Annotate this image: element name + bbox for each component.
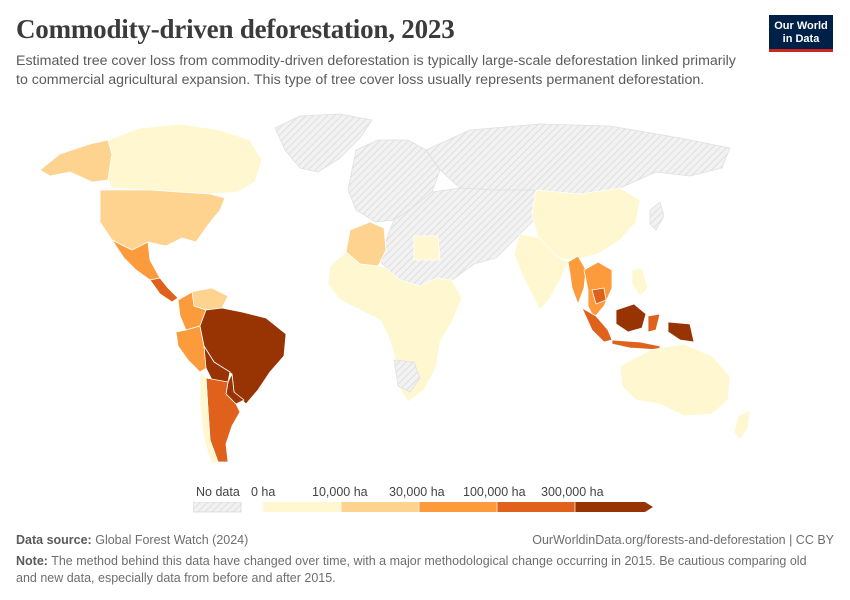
region-myanmar[interactable] — [567, 255, 587, 305]
footnote: Note: The method behind this data have c… — [16, 553, 816, 587]
legend-label-0: 0 ha — [251, 485, 276, 499]
color-legend: No data 0 ha 10,000 ha 30,000 ha 100,000… — [0, 480, 850, 520]
region-alaska[interactable] — [39, 139, 113, 183]
region-new-zealand[interactable] — [733, 409, 751, 441]
legend-label-2: 30,000 ha — [389, 485, 445, 499]
region-japan[interactable] — [649, 201, 665, 231]
legend-bin-1[interactable] — [341, 502, 419, 512]
legend-bin-2[interactable] — [419, 502, 497, 512]
legend-nodata-swatch[interactable] — [193, 502, 242, 513]
source-label: Data source: — [16, 533, 92, 547]
chart-subtitle: Estimated tree cover loss from commodity… — [16, 53, 736, 88]
region-java[interactable] — [611, 339, 661, 351]
region-russia[interactable] — [425, 123, 731, 195]
legend-label-4: 300,000 ha — [541, 485, 604, 499]
region-namibia[interactable] — [393, 359, 421, 393]
logo-line-2: in Data — [782, 33, 820, 45]
world-map — [39, 113, 751, 465]
legend-bin-0[interactable] — [263, 502, 341, 512]
region-egypt[interactable] — [413, 235, 441, 261]
note-text: The method behind this data have changed… — [16, 554, 807, 585]
region-cambodia[interactable] — [591, 287, 607, 305]
source-url-link[interactable]: OurWorldinData.org/forests-and-deforesta… — [532, 533, 834, 547]
chart-title: Commodity-driven deforestation, 2023 — [16, 14, 455, 44]
legend-swatches — [193, 502, 653, 513]
region-sulawesi[interactable] — [647, 313, 661, 333]
region-china[interactable] — [531, 187, 641, 261]
legend-label-1: 10,000 ha — [312, 485, 368, 499]
legend-bin-4[interactable] — [575, 502, 653, 512]
source-value[interactable]: Global Forest Watch (2024) — [95, 533, 249, 547]
logo-line-1: Our World — [774, 20, 828, 32]
region-new-guinea[interactable] — [667, 321, 695, 343]
region-borneo[interactable] — [615, 303, 647, 333]
region-central-america[interactable] — [149, 277, 179, 303]
data-source: Data source: Global Forest Watch (2024) — [16, 533, 248, 547]
region-philippines[interactable] — [631, 267, 649, 297]
owid-logo[interactable]: Our World in Data — [769, 15, 833, 52]
region-united-states[interactable] — [99, 189, 226, 251]
legend-bin-3[interactable] — [497, 502, 575, 512]
region-middle-east[interactable] — [377, 187, 541, 287]
region-greenland[interactable] — [274, 113, 373, 173]
region-chile[interactable] — [199, 371, 219, 465]
legend-label-3: 100,000 ha — [463, 485, 526, 499]
region-australia[interactable] — [619, 343, 731, 417]
region-canada[interactable] — [107, 123, 263, 195]
region-sub-saharan-africa[interactable] — [327, 251, 463, 403]
region-india[interactable] — [513, 233, 569, 311]
note-label: Note: — [16, 554, 48, 568]
legend-nodata-label: No data — [196, 485, 240, 499]
